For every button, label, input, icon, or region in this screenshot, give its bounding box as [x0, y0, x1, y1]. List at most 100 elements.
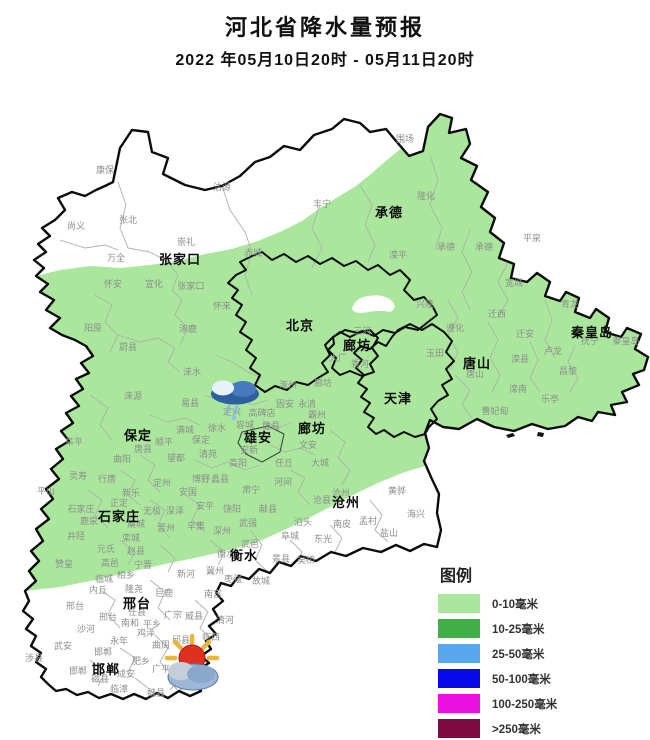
county-label: 万全 [107, 252, 125, 263]
county-label: 故城 [252, 575, 270, 586]
county-label: 涞源 [124, 391, 142, 401]
coastal-islets [506, 432, 544, 438]
legend: 图例 0-10毫米 10-25毫米 25-50毫米 50-100毫米 100-250毫米… [438, 562, 638, 740]
county-label: 栾城 [122, 532, 140, 543]
county-label: 安平 [196, 500, 214, 511]
county-label: 霸州 [308, 410, 326, 420]
county-label: 清河 [216, 614, 234, 625]
city-label: 廊坊 [298, 421, 326, 436]
county-label: 临城 [95, 573, 113, 584]
county-label: 保定 [192, 434, 210, 445]
county-label: 邱县 [172, 635, 190, 645]
county-label: 怀来 [213, 300, 231, 311]
county-label: 临西 [202, 631, 220, 642]
legend-label: >250毫米 [492, 723, 541, 736]
county-label: 曲周 [152, 640, 170, 650]
city-label: 邢台 [123, 596, 151, 611]
county-label: 博野 [192, 473, 210, 484]
county-boundaries [59, 154, 579, 689]
county-label: 蔚县 [119, 341, 137, 352]
county-label: 高阳 [229, 457, 247, 468]
county-label: 任县 [128, 606, 146, 617]
county-label: 隆化 [417, 190, 435, 201]
county-label: 卢龙 [544, 345, 562, 356]
county-label: 康保 [96, 164, 114, 175]
county-label: 深泽 [166, 506, 184, 516]
legend-item: 50-100毫米 [438, 669, 638, 688]
county-label: 张北 [119, 215, 137, 225]
county-label: 无极 [143, 505, 161, 516]
county-label: 蠡县 [211, 473, 229, 484]
county-label: 安新 [240, 444, 258, 455]
page-title: 河北省降水量预报 [224, 15, 425, 40]
county-label: 定兴 [223, 406, 241, 417]
county-label: 邢台 [66, 600, 84, 611]
county-label: 邯郸 [69, 665, 87, 676]
county-label: 邢台 [99, 611, 117, 622]
county-label: 新河 [177, 568, 195, 579]
county-label: 石家庄 [67, 503, 94, 514]
county-label: 孟村 [359, 515, 377, 526]
county-label: 邯郸 [94, 646, 112, 657]
reservoir [352, 295, 395, 313]
county-label: 高邑 [101, 557, 119, 568]
county-label: 内丘 [89, 584, 107, 595]
county-label: 藁城 [127, 518, 145, 529]
county-label: 沙河 [77, 623, 95, 634]
county-label: 海兴 [407, 508, 425, 519]
county-label: 平泉 [523, 232, 541, 243]
county-label: 顺平 [155, 437, 173, 447]
county-label: 肃宁 [242, 484, 260, 495]
county-label: 广宗 [164, 609, 182, 620]
county-label: 怀安 [104, 278, 122, 289]
county-label: 永年 [110, 635, 128, 646]
city-label: 唐山 [463, 356, 491, 371]
city-label: 保定 [123, 428, 152, 443]
county-label: 赞皇 [55, 558, 73, 569]
county-label: 承德 [437, 241, 455, 252]
county-label: 魏县 [147, 687, 165, 698]
county-label: 辛集 [187, 520, 205, 531]
county-label: 武强 [239, 517, 257, 528]
county-label: 献县 [259, 503, 277, 514]
city-label: 衡水 [230, 548, 258, 563]
county-label: 容城 [236, 419, 254, 430]
county-label: 元氏 [97, 544, 115, 554]
legend-swatch [438, 719, 480, 738]
langfang-enclave-border [327, 329, 379, 377]
county-label: 灵寿 [69, 470, 87, 481]
legend-label: 0-10毫米 [492, 598, 539, 611]
county-label: 武邑 [241, 538, 259, 549]
county-label: 东光 [314, 533, 332, 544]
county-label: 望都 [167, 452, 185, 463]
county-label: 涿州 [279, 380, 297, 390]
forecast-date-range: 2022 年05月10日20时 - 05月11日20时 [175, 52, 475, 69]
county-label: 磁县 [91, 673, 109, 684]
county-label: 迁西 [488, 309, 506, 319]
county-label: 赤城 [244, 248, 262, 258]
city-label: 张家口 [159, 252, 201, 267]
city-label: 石家庄 [97, 509, 140, 524]
county-label: 巨鹿 [155, 587, 173, 598]
county-label: 隆尧 [125, 583, 143, 594]
county-label: 武安 [54, 640, 72, 651]
county-label: 阜城 [281, 530, 299, 541]
county-label: 高碑店 [248, 407, 275, 418]
sun-behind-cloud-icon [164, 633, 220, 691]
county-label: 沽源 [213, 181, 231, 192]
county-label: 鸡泽 [137, 627, 155, 638]
county-label: 南宫 [204, 588, 222, 599]
county-label: 滦县 [511, 353, 529, 364]
county-label: 滦平 [389, 249, 407, 260]
legend-item: >250毫米 [438, 719, 638, 738]
county-label: 沧县 [313, 494, 331, 505]
county-label: 景县 [272, 554, 290, 564]
county-label: 迁安 [516, 328, 534, 339]
county-label: 乐亭 [541, 393, 559, 404]
legend-item: 10-25毫米 [438, 619, 638, 638]
county-label: 唐县 [134, 443, 152, 454]
county-label: 张家口 [177, 280, 204, 291]
